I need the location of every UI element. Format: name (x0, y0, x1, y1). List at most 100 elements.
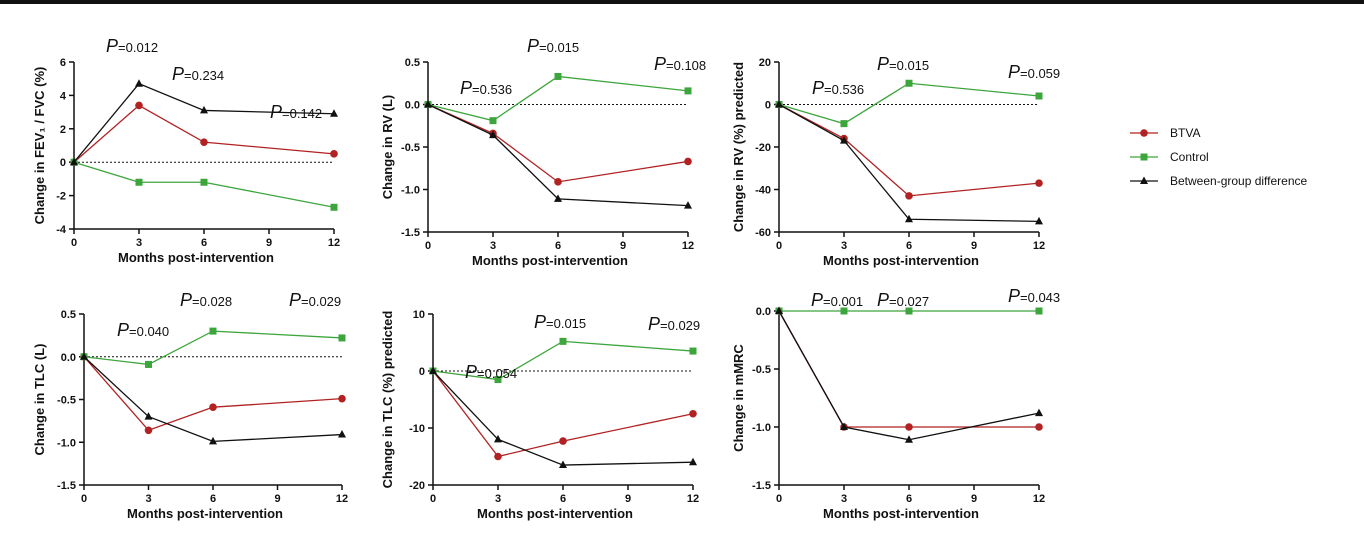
x-tick-label: 3 (490, 240, 496, 252)
data-point-difference (775, 100, 783, 108)
data-point-difference (330, 109, 338, 117)
top-rule (0, 0, 1364, 4)
x-tick-label: 3 (841, 493, 847, 505)
p-value-annotation: P=0.536 (812, 78, 864, 98)
data-point-btva (494, 452, 502, 461)
y-tick-label: 20 (759, 57, 771, 69)
data-point-difference (689, 457, 697, 466)
data-point-control (145, 360, 152, 368)
data-point-btva (905, 192, 913, 200)
data-point-btva (330, 150, 338, 158)
data-point-control (209, 327, 217, 335)
chart-panel-3: -60 -40 -20 0 20 0 3 6 9 12 Months post-interventi… (731, 54, 1060, 268)
p-value-annotation: P=0.028 (180, 290, 232, 310)
x-tick-label: 3 (841, 240, 847, 252)
data-point-control (494, 376, 502, 384)
legend-marker-circle (1140, 129, 1148, 137)
y-tick-label: 10 (413, 309, 425, 321)
legend-marker-triangle (1140, 176, 1148, 184)
p-value-annotation: P=0.029 (648, 314, 700, 334)
data-point-control (554, 72, 562, 80)
series-line-btva (778, 310, 1039, 428)
y-tick-label: 0 (419, 366, 425, 378)
y-tick-label: -60 (755, 227, 771, 239)
series-line-between-group-difference (73, 82, 335, 163)
x-tick-label: 6 (906, 240, 912, 252)
x-tick-label: 6 (555, 240, 561, 252)
p-value-annotation: P=0.536 (460, 78, 512, 98)
data-point-difference (684, 201, 692, 209)
data-point-btva (684, 157, 692, 166)
x-axis-label: Months post-intervention (823, 253, 979, 268)
y-axis-label: Change in RV (L) (380, 95, 395, 199)
data-point-difference (80, 352, 88, 360)
p-value-annotation: P=0.027 (877, 290, 929, 310)
data-point-difference (905, 214, 913, 223)
y-tick-label: -20 (409, 480, 425, 492)
y-tick-label: 0.0 (405, 100, 420, 112)
y-tick-label: -0.5 (401, 142, 420, 154)
data-point-control (559, 337, 567, 345)
x-tick-label: 12 (1033, 240, 1045, 252)
data-point-control (689, 347, 697, 355)
y-tick-label: -1.5 (401, 227, 420, 239)
p-value-annotation: P=0.015 (534, 312, 586, 332)
legend-label: Between-group difference (1170, 174, 1308, 188)
x-tick-label: 0 (776, 493, 782, 505)
x-tick-label: 3 (136, 237, 142, 249)
series-line-btva (427, 103, 689, 183)
y-tick-label: 0 (765, 100, 771, 112)
p-value-annotation: P=0.001 (811, 290, 863, 310)
y-axis-label: Change in TLC (%) predicted (380, 311, 395, 489)
data-point-difference (559, 460, 567, 469)
y-tick-label: -40 (755, 185, 771, 197)
series-line-control (73, 161, 335, 208)
y-tick-label: -1.5 (57, 480, 76, 492)
data-point-difference (70, 157, 78, 166)
series-line-btva (73, 104, 335, 163)
y-axis-label: Change in FEV₁ / FVC (%) (32, 67, 47, 225)
data-point-control (330, 203, 338, 211)
x-tick-label: 9 (971, 240, 977, 252)
x-tick-label: 9 (266, 237, 272, 249)
x-tick-label: 0 (81, 493, 87, 505)
series-line-btva (778, 103, 1040, 197)
series-line-control (778, 82, 1040, 125)
x-tick-label: 12 (328, 237, 340, 249)
legend-marker-square (1140, 153, 1148, 161)
y-tick-label: -1.0 (401, 185, 420, 197)
data-point-btva (905, 423, 913, 431)
data-point-difference (494, 434, 502, 443)
series-line-btva (432, 370, 694, 458)
data-point-difference (200, 105, 208, 114)
y-tick-label: -4 (56, 224, 67, 236)
p-value-annotation: P=0.142 (270, 102, 322, 122)
p-value-annotation: P=0.015 (527, 36, 579, 56)
data-point-difference (424, 100, 432, 108)
data-point-control (1035, 92, 1043, 100)
data-point-difference (135, 79, 143, 87)
data-point-control (135, 178, 143, 186)
x-axis-label: Months post-intervention (472, 253, 628, 268)
x-axis-label: Months post-intervention (477, 506, 633, 521)
data-point-btva (135, 101, 143, 110)
series-line-control (427, 75, 689, 122)
data-point-btva (554, 178, 562, 186)
y-axis-label: Change in mMRC (731, 344, 746, 452)
x-tick-label: 12 (687, 493, 699, 505)
y-tick-label: 0.0 (756, 306, 771, 318)
data-point-btva (338, 394, 346, 403)
x-tick-label: 6 (906, 493, 912, 505)
data-point-btva (689, 409, 697, 418)
chart-panel-5: -20 -10 0 10 0 3 6 9 12 Months post-intervention C… (380, 309, 700, 521)
data-point-difference (1035, 408, 1043, 417)
x-tick-label: 12 (682, 240, 694, 252)
x-tick-label: 0 (425, 240, 431, 252)
p-value-annotation: P=0.043 (1008, 286, 1060, 306)
x-tick-label: 6 (210, 493, 216, 505)
data-point-control (840, 120, 848, 128)
data-point-control (200, 178, 208, 186)
data-point-control (684, 87, 692, 95)
data-point-difference (144, 412, 153, 420)
